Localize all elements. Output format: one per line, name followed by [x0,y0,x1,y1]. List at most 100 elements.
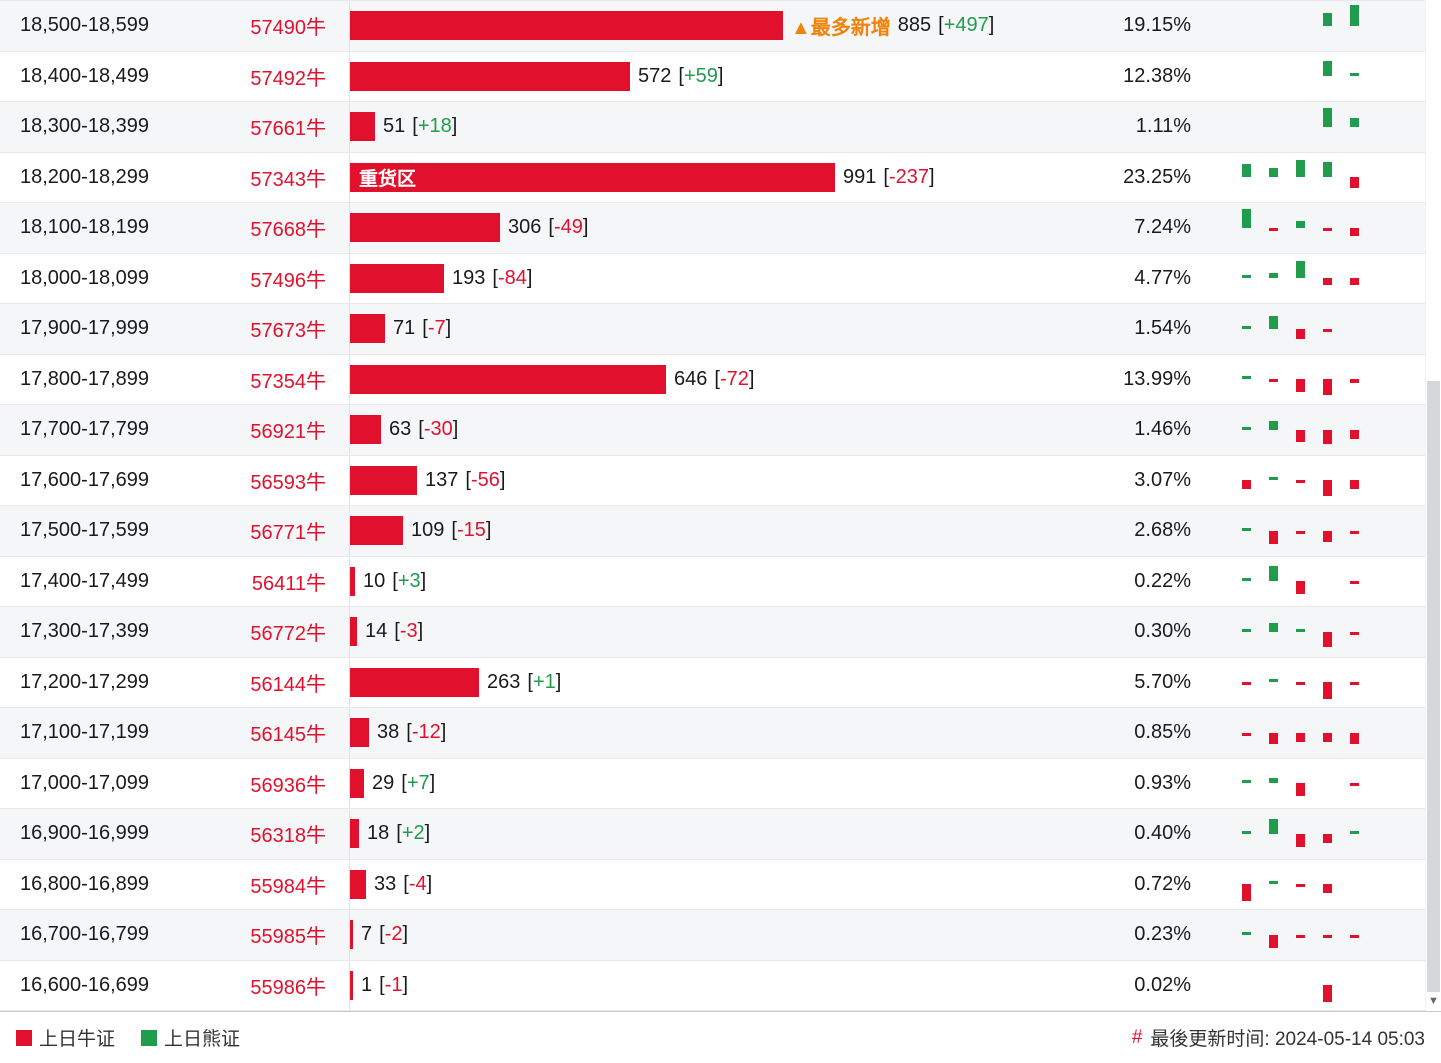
cbbc-code-link[interactable]: 57496牛 [250,269,326,292]
heavy-zone-label: 重货区 [359,168,417,190]
cbbc-code-link[interactable]: 57668牛 [250,219,326,242]
mini-bar [1242,780,1251,784]
price-range: 18,300-18,399 [20,115,150,138]
cbbc-code-link[interactable]: 57354牛 [250,370,326,393]
change-value: +497 [943,14,989,37]
table-row: 18,100-18,199 57668牛 306 [-49] 7.24% [0,203,1425,254]
cbbc-code-link[interactable]: 56593牛 [250,471,326,494]
change-value: -12 [411,721,441,744]
mini-bar [1323,227,1332,231]
change-value: -7 [427,317,446,340]
change-value: +7 [406,771,430,794]
volume-value: 10 [363,569,386,592]
mini-bar [1269,934,1278,948]
volume-label: 63 [-30] [389,418,458,441]
volume-bar [350,718,369,748]
change-value: +59 [683,64,718,87]
volume-value: 306 [508,216,542,239]
volume-bar [350,516,403,546]
cbbc-code-link[interactable]: 56772牛 [250,623,326,646]
cbbc-code-link[interactable]: 56318牛 [250,825,326,848]
mini-bar [1323,278,1332,286]
mini-bar [1242,527,1251,531]
mini-bar [1296,328,1305,339]
volume-label: 18 [+2] [367,822,430,845]
price-range: 16,900-16,999 [20,822,150,845]
volume-bar-cell: 7 [-2] [349,910,1015,960]
volume-bar [350,314,385,344]
mini-bar [1350,4,1359,26]
percent-value: 0.22% [1134,569,1191,592]
cbbc-code-link[interactable]: 55985牛 [250,926,326,949]
volume-value: 63 [389,418,412,441]
cbbc-code-link[interactable]: 57490牛 [250,17,326,40]
change-value: +2 [401,822,425,845]
cbbc-code-link[interactable]: 57673牛 [250,320,326,343]
scrollbar-thumb[interactable] [1427,381,1440,992]
volume-value: 33 [374,872,397,895]
mini-bar [1269,778,1278,784]
mini-bar [1296,160,1305,178]
mini-bar [1269,732,1278,744]
table-row: 17,500-17,599 56771牛 109 [-15] 2.68% [0,506,1425,557]
volume-bar [350,112,375,142]
change-label: [-237] [883,165,935,188]
mini-chart [1238,254,1370,304]
cbbc-code-link[interactable]: 56936牛 [250,774,326,797]
table-row: 17,000-17,099 56936牛 29 [+7] 0.93% [0,758,1425,809]
volume-bar-cell: 18 [+2] [349,809,1015,859]
volume-bar-cell: 137 [-56] [349,455,1015,505]
legend-item-bear: 上日熊证 [141,1024,240,1051]
mini-chart [1238,102,1370,152]
volume-bar-cell: 306 [-49] [349,203,1015,253]
mini-bar [1242,830,1251,834]
table-row: 17,200-17,299 56144牛 263 [+1] 5.70% [0,657,1425,708]
mini-bar [1242,732,1251,736]
mini-chart [1238,203,1370,253]
volume-bar [350,415,381,445]
change-label: [-56] [465,468,506,491]
cbbc-code-link[interactable]: 56921牛 [250,421,326,444]
scrollbar-down-arrow-icon[interactable]: ▼ [1428,995,1439,1007]
mini-bar [1323,12,1332,26]
price-range: 17,200-17,299 [20,670,150,693]
cbbc-code-link[interactable]: 55986牛 [250,976,326,999]
mini-bar [1242,578,1251,582]
mini-chart [1238,506,1370,556]
mini-bar [1296,783,1305,797]
cbbc-code-link[interactable]: 56411牛 [251,572,326,595]
table-row: 18,500-18,599 57490牛 ▲最多新增 885 [+497] 19.15% [0,1,1425,52]
change-value: +18 [417,115,452,138]
volume-bar-cell: 109 [-15] [349,506,1015,556]
change-value: -1 [384,973,403,996]
cbbc-code-link[interactable]: 56145牛 [250,724,326,747]
mini-bar [1296,429,1305,442]
mini-chart [1238,355,1370,405]
mini-bar [1269,315,1278,329]
volume-bar-cell: 263 [+1] [349,657,1015,707]
change-label: [-12] [406,721,447,744]
mini-bar [1323,985,1332,1003]
table-row: 17,400-17,499 56411牛 10 [+3] 0.22% [0,556,1425,607]
mini-bar [1323,162,1332,178]
volume-bar [350,920,353,950]
cbbc-code-link[interactable]: 57343牛 [250,168,326,191]
mini-bar [1269,622,1278,632]
cbbc-code-link[interactable]: 55984牛 [250,875,326,898]
change-label: [-7] [422,317,452,340]
price-range: 16,600-16,699 [20,973,150,996]
volume-label: 7 [-2] [361,923,408,946]
volume-bar-cell: 14 [-3] [349,607,1015,657]
change-value: -237 [888,165,929,188]
cbbc-code-link[interactable]: 56771牛 [250,522,326,545]
volume-label: 646 [-72] [674,368,754,391]
mini-bar [1350,177,1359,189]
cbbc-code-link[interactable]: 57661牛 [250,118,326,141]
cbbc-code-link[interactable]: 56144牛 [250,673,326,696]
change-label: [-3] [394,620,424,643]
mini-bar [1242,325,1251,329]
volume-label: 14 [-3] [365,620,423,643]
mini-bar [1269,477,1278,481]
cbbc-code-link[interactable]: 57492牛 [250,67,326,90]
volume-bar-cell: 10 [+3] [349,556,1015,606]
